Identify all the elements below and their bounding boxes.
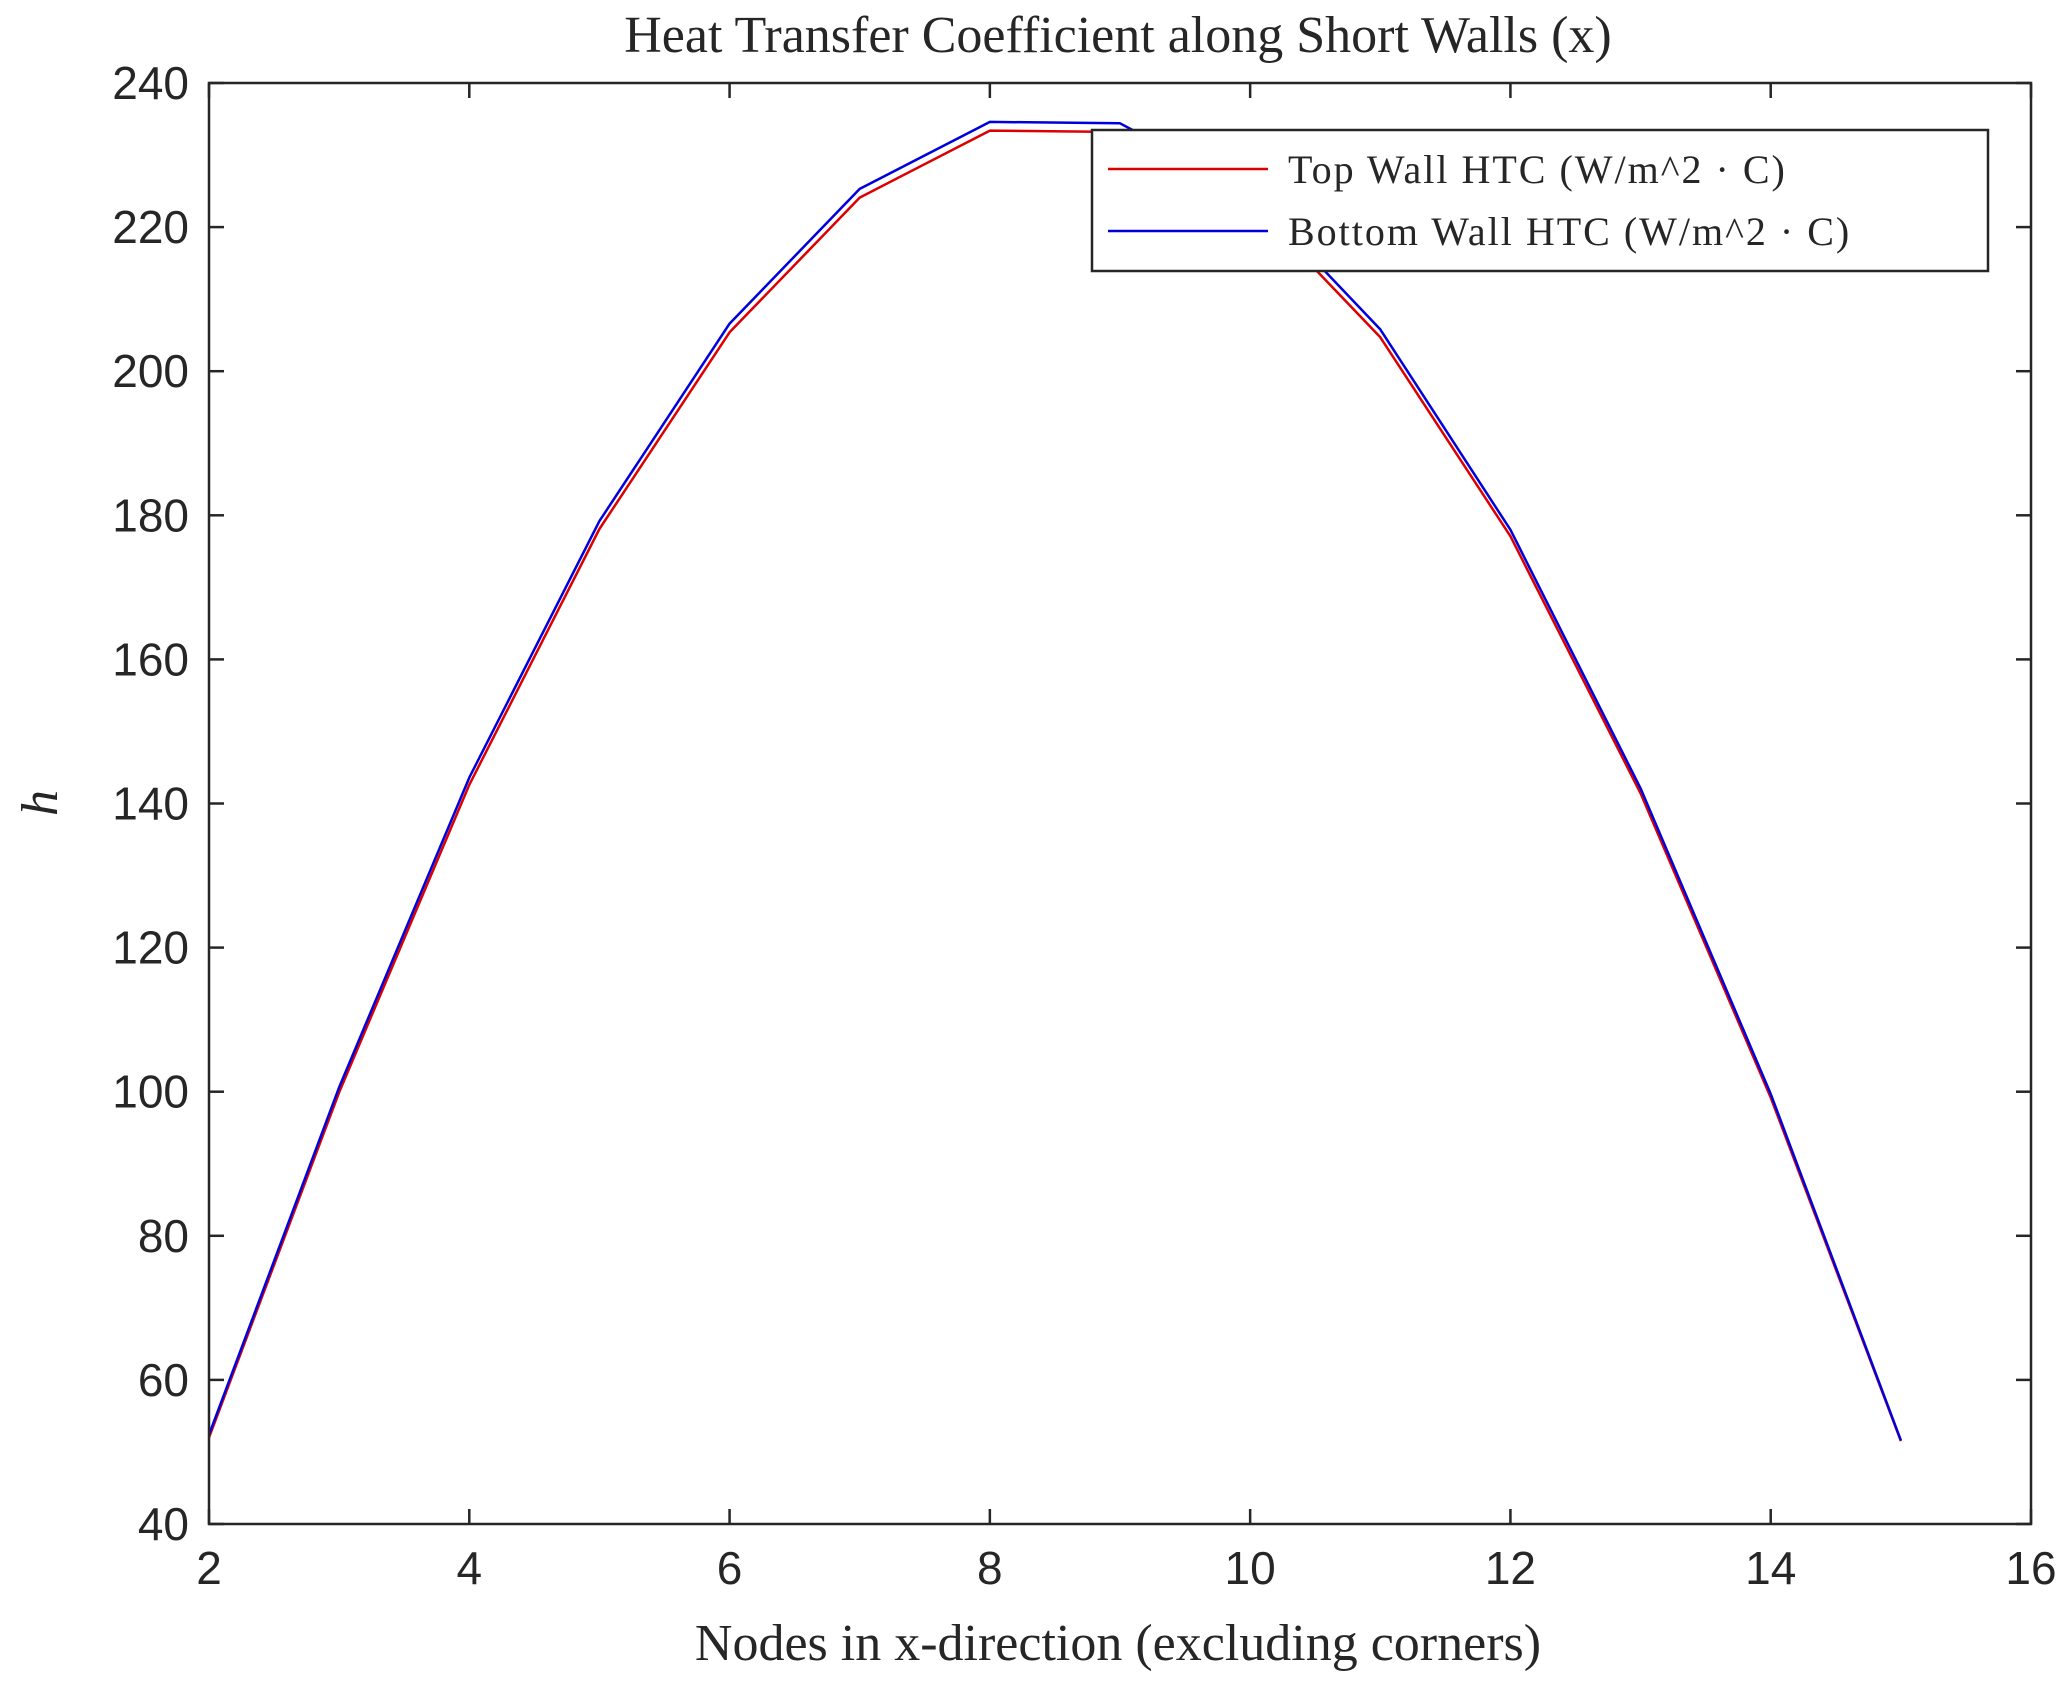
x-axis-label: Nodes in x-direction (excluding corners) xyxy=(695,1615,1541,1672)
y-tick-label: 240 xyxy=(112,57,189,109)
legend-label-top-wall: Top Wall HTC (W/m^2 · C) xyxy=(1288,147,1787,192)
y-axis-label: h xyxy=(12,790,69,816)
y-tick-label: 140 xyxy=(112,778,189,830)
series-line-top-wall xyxy=(207,129,1903,1442)
y-tick-label: 40 xyxy=(138,1498,189,1550)
y-tick-label: 80 xyxy=(138,1210,189,1262)
legend-box xyxy=(1090,128,1990,273)
y-tick-label: 220 xyxy=(112,201,189,253)
x-tick-label: 12 xyxy=(1485,1542,1536,1594)
x-tick-label: 10 xyxy=(1225,1542,1276,1594)
legend-label-bottom-wall: Bottom Wall HTC (W/m^2 · C) xyxy=(1288,209,1851,254)
y-tick-label: 60 xyxy=(138,1354,189,1406)
y-tick-label: 100 xyxy=(112,1066,189,1118)
x-tick-label: 6 xyxy=(717,1542,743,1594)
x-tick-label: 8 xyxy=(977,1542,1003,1594)
axis-ticks: 2 4 6 8 10 12 14 16 40 60 80 100 120 140 160 180 200 220 2… xyxy=(112,57,2056,1594)
legend: Top Wall HTC (W/m^2 · C) Bottom Wall HTC… xyxy=(1090,128,1990,273)
series-line-bottom-wall xyxy=(207,120,1903,1441)
axes-box xyxy=(207,81,2033,1526)
y-tick-label: 160 xyxy=(112,633,189,685)
y-tick-label: 180 xyxy=(112,489,189,541)
x-tick-label: 4 xyxy=(456,1542,482,1594)
x-tick-label: 14 xyxy=(1745,1542,1796,1594)
y-tick-label: 200 xyxy=(112,345,189,397)
plot-lines xyxy=(207,120,1903,1442)
x-tick-label: 16 xyxy=(2005,1542,2056,1594)
chart-title: Heat Transfer Coefficient along Short Wa… xyxy=(624,7,1612,64)
x-tick-label: 2 xyxy=(196,1542,222,1594)
y-tick-label: 120 xyxy=(112,922,189,974)
